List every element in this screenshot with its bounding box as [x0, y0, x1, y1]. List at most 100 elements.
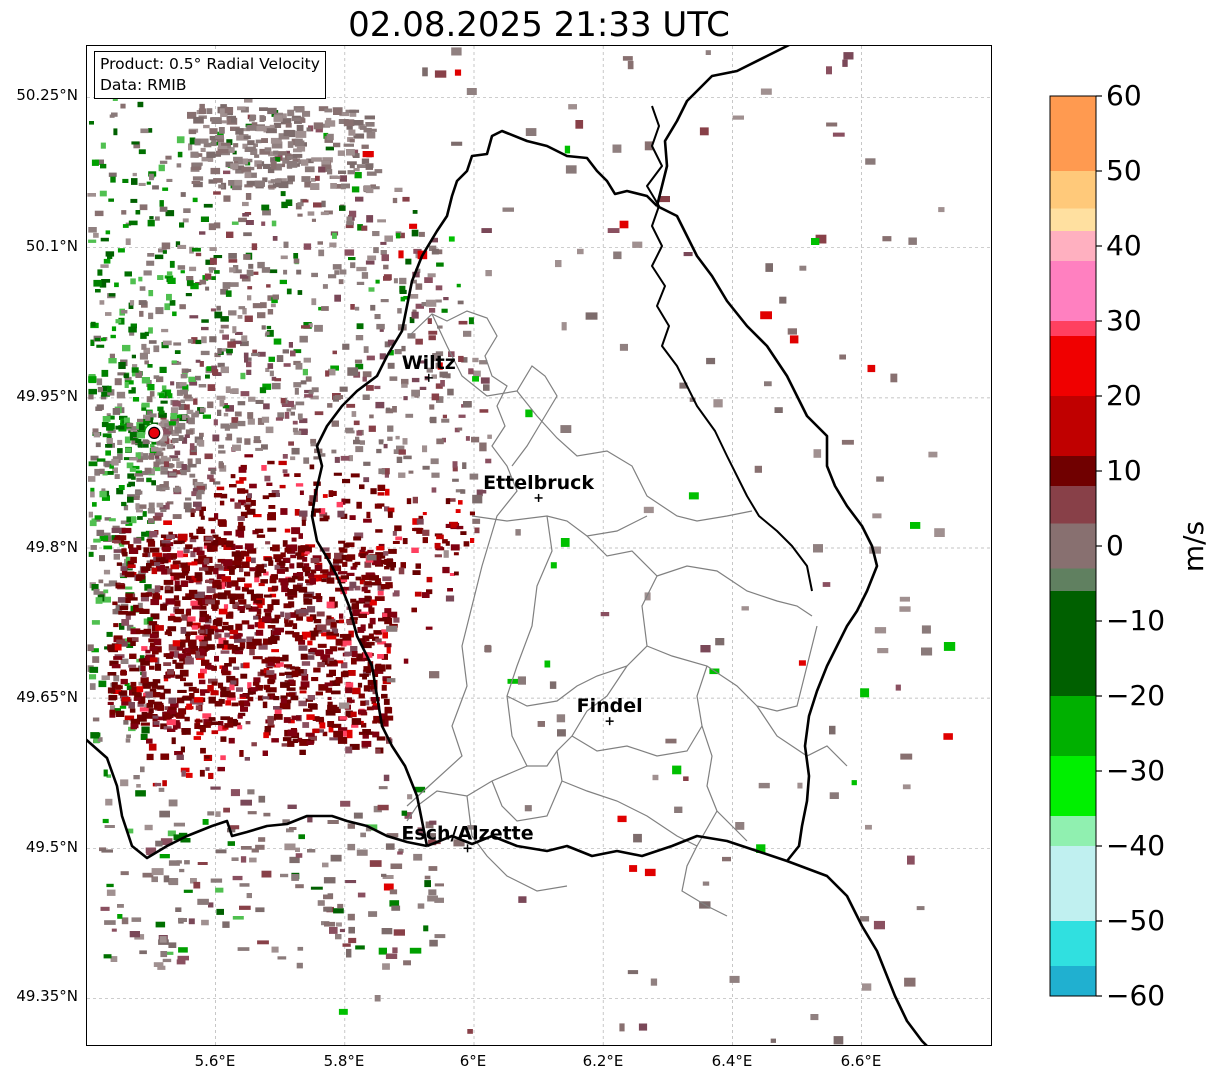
echo-cell — [113, 553, 120, 560]
echo-cell — [285, 123, 292, 128]
echo-cell — [235, 586, 241, 591]
echo-cell — [288, 441, 294, 446]
echo-cell — [185, 593, 195, 600]
echo-cell — [431, 487, 437, 493]
echo-cell — [365, 826, 371, 832]
echo-cell — [185, 544, 193, 549]
echo-cell — [139, 950, 147, 955]
echo-cell — [139, 576, 146, 583]
echo-cell — [302, 368, 308, 376]
echo-cell — [902, 784, 911, 790]
echo-cell — [131, 476, 136, 480]
echo-cell — [121, 699, 129, 706]
echo-cell — [346, 542, 355, 548]
echo-cell — [334, 270, 340, 275]
echo-cell — [415, 338, 423, 345]
echo-cell — [124, 381, 129, 388]
echo-cell — [254, 622, 261, 628]
echo-cell — [138, 276, 143, 282]
echo-cell — [356, 849, 368, 856]
echo-cell — [434, 934, 446, 939]
echo-cell — [311, 218, 316, 222]
echo-cell — [688, 492, 699, 500]
echo-cell — [283, 473, 290, 477]
echo-cell — [366, 132, 376, 139]
echo-cell — [842, 59, 848, 67]
echo-cell — [284, 664, 293, 668]
echo-cell — [264, 557, 273, 562]
colorbar-tick-label: 40 — [1106, 229, 1142, 262]
echo-cell — [216, 908, 224, 915]
echo-cell — [128, 481, 135, 487]
echo-cell — [227, 643, 234, 650]
echo-cell — [247, 624, 255, 630]
echo-cell — [363, 518, 372, 523]
echo-cell — [99, 535, 109, 542]
echo-cell — [381, 684, 387, 691]
echo-cell — [377, 641, 387, 645]
echo-cell — [232, 560, 242, 566]
echo-cell — [228, 625, 234, 631]
echo-cell — [370, 697, 380, 702]
echo-cell — [876, 476, 884, 482]
echo-cell — [291, 715, 301, 721]
echo-cell — [230, 789, 240, 797]
echo-cell — [396, 445, 405, 452]
echo-cell — [365, 163, 373, 170]
echo-cell — [123, 417, 130, 425]
echo-cell — [349, 617, 358, 621]
echo-cell — [176, 163, 182, 168]
echo-cell — [310, 569, 317, 574]
echo-cell — [287, 175, 295, 182]
echo-cell — [129, 467, 136, 472]
colorbar-tick-label: 20 — [1106, 379, 1142, 412]
echo-cell — [271, 946, 279, 953]
echo-cell — [175, 663, 184, 669]
echo-cell — [424, 277, 433, 283]
echo-cell — [201, 319, 209, 323]
echo-cell — [146, 738, 153, 744]
echo-cell — [135, 439, 142, 444]
echo-cell — [412, 518, 419, 525]
echo-cell — [544, 660, 551, 668]
echo-cell — [229, 825, 240, 830]
echo-cell — [193, 116, 204, 124]
echo-cell — [154, 254, 164, 260]
echo-cell — [234, 636, 240, 643]
echo-cell — [158, 412, 167, 418]
echo-cell — [411, 311, 419, 319]
echo-cell — [296, 614, 303, 621]
echo-cell — [212, 620, 222, 626]
echo-cell — [214, 563, 223, 569]
echo-cell — [315, 691, 323, 696]
echo-cell — [427, 833, 436, 838]
echo-cell — [226, 581, 232, 588]
echo-cell — [125, 738, 131, 743]
echo-cell — [465, 436, 470, 441]
echo-cell — [419, 386, 427, 390]
echo-cell — [130, 718, 140, 725]
echo-cell — [338, 170, 347, 174]
echo-cell — [264, 612, 272, 618]
echo-cell — [244, 184, 253, 188]
echo-cell — [121, 548, 127, 555]
echo-cell — [299, 690, 307, 694]
echo-cell — [412, 271, 420, 278]
echo-cell — [343, 143, 354, 147]
map-panel[interactable]: Wiltz Ettelbruck Findel Esch/Alzette — [86, 45, 992, 1046]
echo-cell — [450, 544, 460, 551]
echo-cell — [233, 666, 240, 670]
echo-cell — [136, 545, 142, 551]
echo-cell — [249, 857, 257, 863]
echo-cell — [452, 461, 458, 468]
echo-cell — [95, 159, 104, 165]
echo-cell — [233, 156, 243, 162]
echo-cell — [251, 122, 258, 127]
echo-cell — [108, 293, 116, 297]
echo-cell — [758, 782, 770, 789]
echo-cell — [350, 566, 357, 570]
echo-cell — [269, 593, 277, 598]
echo-cell — [212, 607, 218, 611]
echo-cell — [400, 562, 406, 569]
